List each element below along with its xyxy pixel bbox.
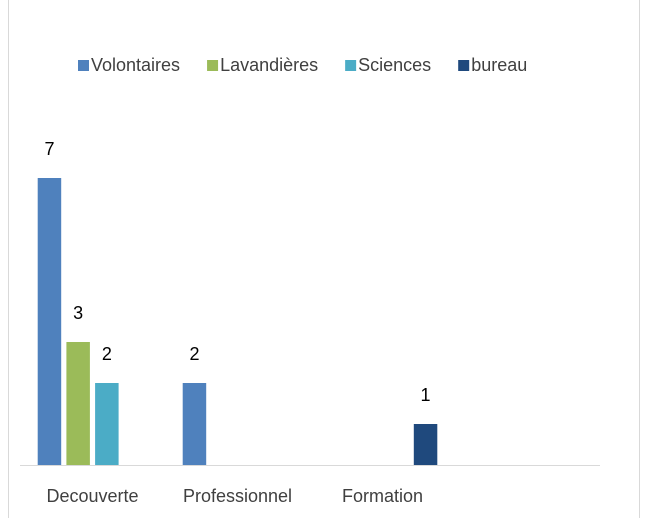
legend-swatch [458, 60, 470, 71]
legend-swatch [78, 60, 89, 71]
legend-label: Lavandières [220, 55, 318, 75]
x-tick-label: Formation [342, 486, 423, 506]
bar [413, 424, 438, 465]
data-label: 3 [73, 303, 83, 323]
bar [37, 178, 62, 465]
legend-swatch [207, 60, 219, 71]
legend-label: bureau [471, 55, 527, 75]
data-label: 7 [44, 139, 54, 159]
bar [95, 383, 119, 465]
x-tick-label: Professionnel [183, 486, 292, 506]
data-label: 1 [421, 385, 431, 405]
data-label: 2 [189, 344, 199, 364]
bar [182, 383, 207, 465]
legend-label: Sciences [358, 55, 431, 75]
x-tick-label: Decouverte [46, 486, 138, 506]
data-label: 2 [102, 344, 112, 364]
legend-label: Volontaires [91, 55, 180, 75]
legend-swatch [345, 60, 357, 71]
bar [66, 342, 90, 465]
